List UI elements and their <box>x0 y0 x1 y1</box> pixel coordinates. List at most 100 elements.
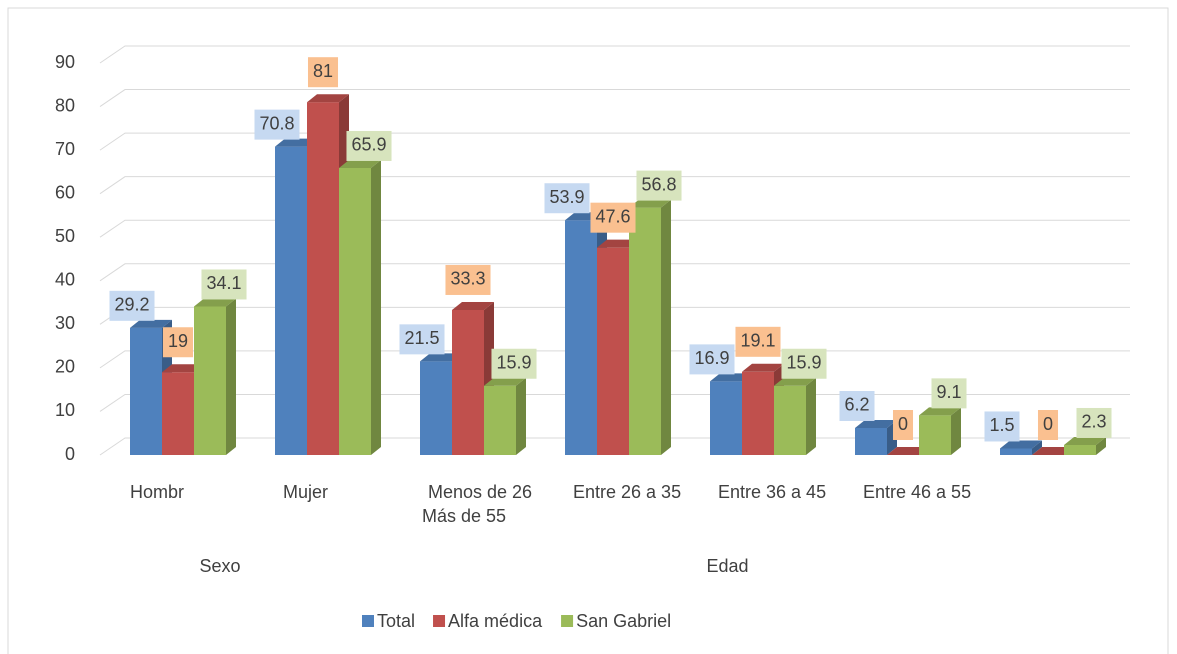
bar-side <box>661 199 671 455</box>
grid-line <box>99 132 1130 151</box>
y-tick-label: 30 <box>55 313 75 333</box>
data-label: 0 <box>898 414 908 434</box>
group-label: Edad <box>706 556 748 576</box>
x-tick-label: Entre 26 a 35 <box>573 482 681 502</box>
data-label-box <box>735 326 781 357</box>
data-label-box <box>892 410 914 440</box>
bar-side <box>226 298 236 455</box>
bar <box>710 381 742 455</box>
y-tick-label: 40 <box>55 270 75 290</box>
bar <box>1000 448 1032 455</box>
data-label: 9.1 <box>936 382 961 402</box>
bar <box>420 361 452 455</box>
bar-top <box>629 199 671 208</box>
data-label-box <box>544 183 590 214</box>
bar <box>565 220 597 455</box>
data-label: 70.8 <box>259 113 294 133</box>
bar <box>774 385 806 455</box>
bar-top <box>742 363 784 372</box>
y-tick-label: 60 <box>55 182 75 202</box>
data-label: 0 <box>1043 414 1053 434</box>
data-label: 34.1 <box>206 273 241 293</box>
data-label: 19 <box>168 331 188 351</box>
y-tick-label: 0 <box>65 444 75 464</box>
data-label-box <box>201 269 247 300</box>
x-tick-label: Menos de 26 <box>428 482 532 502</box>
bar-top <box>774 377 816 386</box>
bar-side <box>1032 440 1042 455</box>
data-label-box <box>984 411 1020 442</box>
data-label-box <box>931 378 967 409</box>
bar-side <box>806 377 816 455</box>
data-label-box <box>1037 410 1059 440</box>
legend-label: San Gabriel <box>576 611 671 631</box>
bar-top <box>597 239 639 248</box>
bar <box>162 372 194 455</box>
x-tick-label: Más de 55 <box>422 506 506 526</box>
grid-line <box>99 45 1130 64</box>
x-tick-label: Entre 36 a 45 <box>718 482 826 502</box>
data-label: 81 <box>313 61 333 81</box>
bar-side <box>951 407 961 455</box>
bar <box>1064 444 1096 455</box>
data-label: 56.8 <box>641 174 676 194</box>
bar-top <box>452 301 494 310</box>
data-label-box <box>162 327 194 358</box>
bar-top <box>919 407 961 416</box>
bar <box>130 327 162 455</box>
data-label-box <box>254 109 300 140</box>
data-label: 65.9 <box>351 135 386 155</box>
bar-top <box>275 138 317 147</box>
bar <box>742 371 774 455</box>
data-label-box <box>346 130 392 161</box>
bar-top <box>887 447 929 455</box>
data-label: 15.9 <box>786 352 821 372</box>
bar-top <box>484 377 526 386</box>
data-label-box <box>689 344 735 375</box>
bar <box>452 309 484 455</box>
x-tick-label: Mujer <box>283 482 328 502</box>
y-tick-label: 70 <box>55 139 75 159</box>
data-label-box <box>636 170 682 201</box>
bar-top <box>339 159 381 168</box>
data-label-box <box>491 348 537 379</box>
data-label-box <box>590 202 636 233</box>
group-label: Sexo <box>199 556 240 576</box>
data-label: 1.5 <box>989 415 1014 435</box>
bar-side <box>371 159 381 456</box>
grid-line <box>99 219 1130 238</box>
bar-top <box>307 94 349 103</box>
data-label: 47.6 <box>595 206 630 226</box>
bar-top <box>710 373 752 382</box>
y-tick-label: 80 <box>55 95 75 115</box>
bar-top <box>130 319 172 328</box>
grid-line <box>99 263 1130 282</box>
grid-line <box>99 89 1130 107</box>
bar-top <box>162 364 204 373</box>
y-tick-label: 20 <box>55 357 75 377</box>
bar <box>307 102 339 455</box>
x-tick-label: Entre 46 a 55 <box>863 482 971 502</box>
data-label: 15.9 <box>496 352 531 372</box>
bar-side <box>1096 436 1106 455</box>
bar-side <box>516 377 526 455</box>
data-label-box <box>781 348 827 379</box>
y-tick-label: 50 <box>55 226 75 246</box>
data-label: 16.9 <box>694 348 729 368</box>
legend-label: Alfa médica <box>448 611 543 631</box>
legend-swatch <box>433 615 446 627</box>
bar <box>597 247 629 455</box>
label-layer: Hombr 29.2 19 34.1 Mujer 70.8 81 65.9 Menos de 2… <box>109 57 1112 631</box>
legend-label: Total <box>377 611 415 631</box>
bar-top <box>1000 440 1042 449</box>
y-tick-label: 10 <box>55 400 75 420</box>
y-tick-label: 90 <box>55 52 75 72</box>
data-label: 19.1 <box>740 331 775 351</box>
grid-line <box>99 176 1130 195</box>
data-label: 29.2 <box>114 295 149 315</box>
bar-top <box>194 298 236 307</box>
legend-swatch <box>561 615 574 627</box>
data-label: 53.9 <box>549 187 584 207</box>
bar <box>339 167 371 456</box>
